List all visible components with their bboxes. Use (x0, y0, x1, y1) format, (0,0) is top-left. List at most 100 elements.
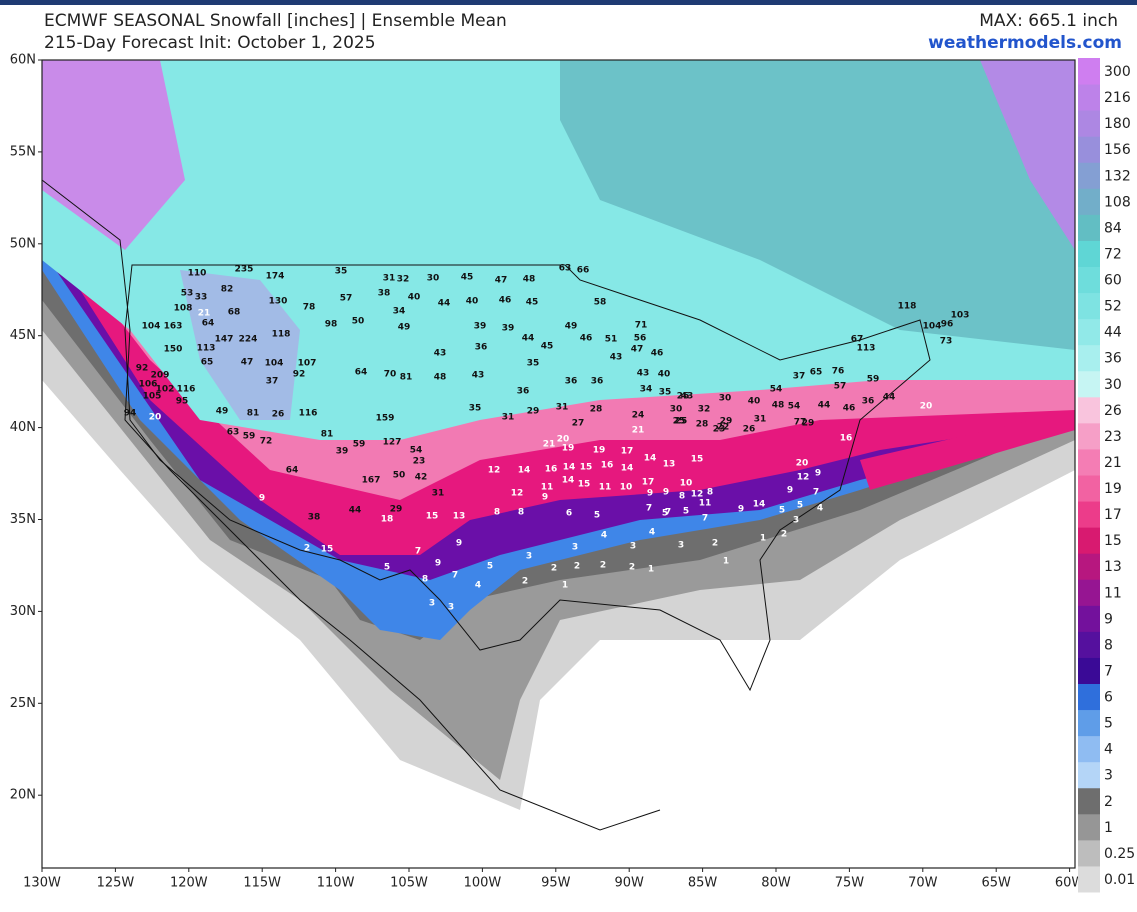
station-value: 46 (843, 404, 856, 414)
colorbar-box (1078, 58, 1100, 85)
station-value: 224 (239, 335, 258, 345)
station-value: 5 (487, 562, 493, 572)
station-value: 46 (580, 334, 593, 344)
station-value: 28 (696, 420, 709, 430)
station-value: 45 (526, 298, 539, 308)
station-value: 7 (646, 504, 652, 514)
station-value: 26 (743, 425, 756, 435)
station-value: 51 (605, 335, 618, 345)
colorbar-label: 52 (1104, 299, 1122, 315)
station-value: 118 (898, 302, 917, 312)
station-value: 30 (719, 394, 732, 404)
colorbar-label: 17 (1104, 507, 1122, 523)
colorbar-label: 60 (1104, 273, 1122, 289)
station-value: 23 (413, 457, 426, 467)
station-value: 26 (272, 410, 285, 420)
station-value: 5 (662, 509, 668, 519)
lon-label: 65W (981, 876, 1011, 891)
station-value: 5 (384, 563, 390, 573)
colorbar-box (1078, 553, 1100, 580)
station-value: 54 (788, 402, 801, 412)
station-value: 6 (566, 509, 572, 519)
lon-label: 120W (170, 876, 208, 891)
station-value: 92 (136, 364, 149, 374)
station-value: 36 (862, 397, 875, 407)
station-value: 68 (228, 308, 241, 318)
colorbar-box (1078, 579, 1100, 606)
station-value: 59 (243, 432, 256, 442)
station-value: 64 (286, 466, 299, 476)
colorbar-box (1078, 136, 1100, 163)
station-value: 50 (393, 471, 406, 481)
lat-label: 20N (10, 788, 36, 803)
colorbar-label: 216 (1104, 90, 1131, 106)
station-value: 15 (578, 480, 591, 490)
station-value: 35 (469, 404, 482, 414)
colorbar-box (1078, 501, 1100, 528)
station-value: 116 (177, 385, 196, 395)
station-value: 17 (621, 447, 634, 457)
station-value: 3 (526, 552, 532, 562)
station-value: 47 (241, 358, 254, 368)
colorbar-label: 9 (1104, 611, 1113, 627)
lon-label: 130W (23, 876, 61, 891)
station-value: 12 (488, 466, 501, 476)
station-value: 76 (832, 367, 845, 377)
station-value: 40 (408, 293, 421, 303)
station-value: 102 (156, 385, 175, 395)
station-value: 37 (793, 372, 806, 382)
colorbar-box (1078, 448, 1100, 476)
station-value: 44 (883, 393, 896, 403)
station-value: 130 (269, 297, 288, 307)
lat-label: 40N (10, 420, 36, 435)
station-value: 38 (378, 289, 391, 299)
colorbar-label: 11 (1104, 585, 1122, 601)
station-value: 104 (142, 322, 161, 332)
colorbar-label: 300 (1104, 64, 1131, 80)
station-value: 104 (265, 359, 284, 369)
station-value: 57 (834, 382, 847, 392)
station-value: 127 (383, 438, 402, 448)
station-value: 43 (610, 353, 623, 363)
colorbar-box (1078, 370, 1100, 398)
station-value: 46 (499, 296, 512, 306)
colorbar-box (1078, 683, 1100, 711)
station-value: 77 (794, 418, 807, 428)
max-label: MAX: 665.1 inch (979, 11, 1118, 31)
station-value: 29 (527, 407, 540, 417)
station-value: 25 (675, 417, 688, 427)
station-value: 49 (216, 407, 229, 417)
station-value: 9 (647, 489, 653, 499)
station-value: 3 (630, 542, 636, 552)
station-value: 107 (298, 359, 317, 369)
title: ECMWF SEASONAL Snowfall [inches] | Ensem… (44, 11, 507, 31)
station-value: 12 (797, 473, 810, 483)
station-value: 14 (563, 463, 576, 473)
station-value: 1 (760, 534, 766, 544)
station-value: 47 (495, 276, 508, 286)
station-value: 22 (717, 423, 730, 433)
station-value: 43 (434, 349, 447, 359)
station-value: 44 (818, 401, 831, 411)
colorbar-label: 36 (1104, 351, 1122, 367)
station-value: 45 (461, 273, 474, 283)
colorbar-box (1078, 761, 1100, 789)
station-value: 113 (197, 344, 216, 354)
colorbar-label: 44 (1104, 325, 1122, 341)
field-teal (560, 60, 1075, 350)
colorbar-label: 13 (1104, 559, 1122, 575)
lat-label: 45N (10, 328, 36, 343)
colorbar-label: 7 (1104, 663, 1113, 679)
station-value: 159 (376, 414, 395, 424)
lon-label: 110W (317, 876, 355, 891)
station-value: 21 (543, 440, 556, 450)
colorbar-box (1078, 735, 1100, 763)
station-value: 9 (663, 488, 669, 498)
station-value: 78 (303, 303, 316, 313)
station-value: 48 (434, 373, 447, 383)
colorbar-box (1078, 839, 1100, 867)
station-value: 9 (259, 494, 265, 504)
station-value: 24 (632, 411, 645, 421)
colorbar-label: 84 (1104, 220, 1122, 236)
station-value: 2 (304, 544, 310, 554)
